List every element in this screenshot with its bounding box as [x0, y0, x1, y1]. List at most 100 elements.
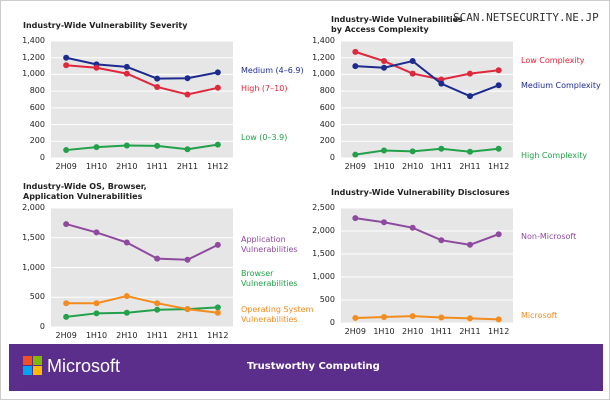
y-tick-label: 1,400 — [312, 36, 335, 45]
footer: Microsoft Trustworthy Computing — [9, 344, 603, 391]
point — [467, 241, 473, 248]
series-line — [355, 50, 499, 81]
point — [409, 313, 416, 320]
point — [409, 58, 416, 65]
plot-area — [341, 41, 513, 158]
point — [154, 83, 161, 90]
point — [154, 255, 161, 262]
point — [184, 75, 191, 82]
series-label: High Complexity — [521, 150, 588, 160]
x-tick-label: 2H10 — [402, 162, 424, 171]
y-tick-label: 2,000 — [22, 203, 45, 212]
point — [467, 148, 473, 155]
logo-square — [23, 366, 32, 375]
logo-square — [23, 356, 32, 365]
point — [438, 314, 445, 321]
point — [381, 314, 387, 321]
series-line — [355, 59, 500, 98]
chart-title: Industry-Wide Vulnerability Severity — [23, 21, 188, 30]
series-line — [65, 56, 219, 80]
point — [63, 221, 70, 228]
point — [63, 54, 70, 61]
y-tick-label: 1,400 — [22, 36, 45, 45]
y-tick-label: 0 — [329, 153, 335, 162]
point — [495, 231, 502, 238]
y-tick-label: 1,000 — [312, 69, 335, 79]
series-line — [66, 295, 218, 314]
point — [381, 219, 387, 226]
point — [93, 144, 100, 151]
x-tick-label: 2H10 — [402, 327, 424, 336]
chart-title: by Access Complexity — [331, 25, 429, 34]
point — [381, 64, 387, 71]
point — [214, 141, 221, 148]
y-tick-label: 0 — [39, 153, 45, 162]
plot-area — [341, 208, 513, 323]
x-tick-label: 1H11 — [430, 327, 452, 336]
point — [214, 69, 221, 76]
y-tick-label: 400 — [319, 119, 335, 129]
point — [93, 229, 100, 236]
y-tick-label: 0 — [39, 322, 45, 331]
x-tick-label: 1H12 — [207, 331, 229, 340]
x-tick-label: 2H09 — [344, 327, 366, 336]
y-tick-label: 200 — [319, 136, 335, 146]
point — [123, 239, 130, 246]
point — [184, 146, 191, 153]
point — [495, 145, 502, 152]
series-label: Medium (4–6.9) — [241, 66, 304, 76]
point — [214, 241, 221, 248]
point — [438, 80, 445, 87]
point — [352, 48, 359, 55]
point — [63, 62, 70, 69]
y-tick-label: 1,500 — [312, 249, 335, 258]
x-tick-label: 2H10 — [116, 162, 138, 171]
point — [184, 256, 191, 263]
y-tick-label: 600 — [319, 102, 335, 112]
chart-title: Application Vulnerabilities — [23, 192, 143, 201]
y-tick-label: 800 — [29, 86, 45, 96]
point — [214, 309, 221, 316]
x-tick-label: 2H11 — [459, 327, 481, 336]
x-tick-label: 2H11 — [176, 331, 199, 340]
point — [154, 306, 161, 313]
y-tick-label: 400 — [29, 119, 45, 129]
y-tick-label: 2,500 — [312, 203, 335, 212]
series-label: Microsoft — [521, 311, 558, 321]
series-label: High (7–10) — [241, 83, 288, 93]
x-tick-label: 1H12 — [488, 327, 510, 336]
x-tick-label: 1H11 — [146, 331, 168, 340]
brand: Microsoft — [47, 356, 121, 376]
point — [409, 224, 416, 231]
point — [352, 151, 359, 158]
y-tick-label: 200 — [29, 136, 45, 146]
point — [409, 148, 416, 155]
point — [495, 67, 502, 74]
x-tick-label: 1H10 — [373, 162, 395, 171]
series-label: Medium Complexity — [521, 81, 601, 91]
point — [381, 147, 387, 154]
point — [123, 63, 130, 70]
x-tick-label: 1H10 — [85, 331, 108, 340]
y-tick-label: 600 — [29, 102, 45, 112]
point — [214, 304, 221, 311]
point — [438, 76, 445, 83]
point — [184, 91, 191, 98]
logo-square — [33, 366, 42, 375]
series-label: Application Vulnerabilities — [241, 234, 298, 254]
point — [63, 147, 70, 154]
point — [352, 215, 359, 222]
series-line — [66, 143, 218, 152]
y-tick-label: 1,200 — [22, 52, 45, 62]
y-tick-label: 1,000 — [312, 272, 335, 281]
point — [214, 84, 221, 91]
point — [93, 64, 100, 71]
x-tick-label: 2H10 — [116, 331, 138, 340]
point — [184, 306, 191, 313]
point — [495, 82, 502, 89]
point — [123, 309, 130, 316]
point — [409, 70, 416, 77]
point — [352, 314, 359, 321]
